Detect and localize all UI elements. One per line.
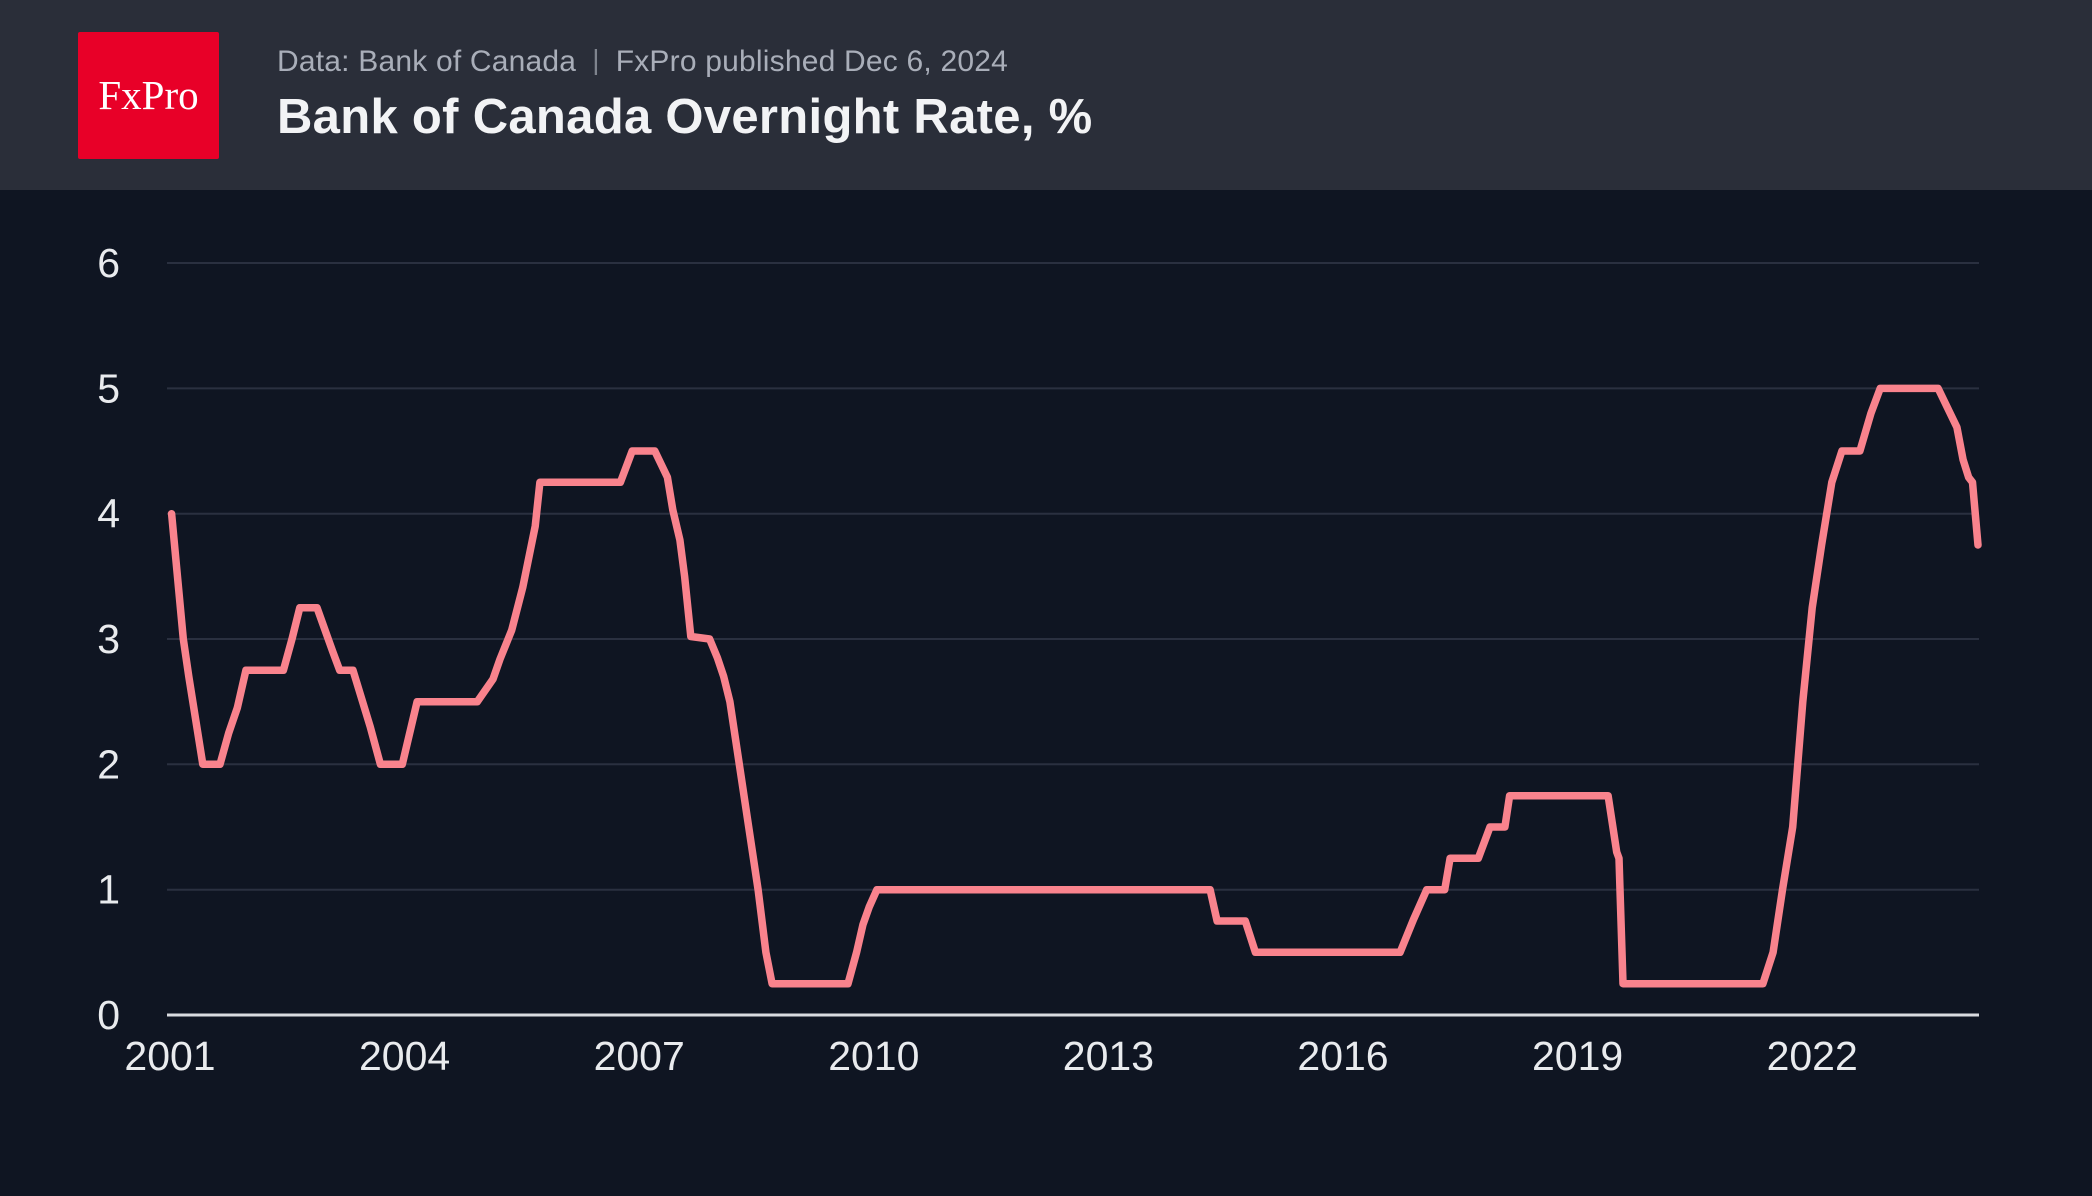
y-tick-label-0: 0 [97, 992, 120, 1038]
chart-title: Bank of Canada Overnight Rate, % [277, 90, 1093, 144]
header-bar: FxPro Data: Bank of Canada | FxPro publish… [0, 0, 2092, 190]
source-caption: Data: Bank of Canada | FxPro published Dec… [277, 44, 1093, 79]
caption-separator: | [592, 44, 600, 75]
x-tick-label-2001: 2001 [124, 1033, 215, 1079]
y-tick-label-5: 5 [97, 365, 120, 411]
x-tick-label-2019: 2019 [1532, 1033, 1623, 1079]
header-text-block: Data: Bank of Canada | FxPro published Dec… [277, 44, 1093, 145]
x-tick-label-2010: 2010 [828, 1033, 919, 1079]
x-tick-label-2016: 2016 [1297, 1033, 1388, 1079]
y-tick-label-6: 6 [97, 240, 120, 286]
y-tick-label-1: 1 [97, 867, 120, 913]
y-tick-label-4: 4 [97, 491, 120, 537]
x-tick-label-2013: 2013 [1063, 1033, 1154, 1079]
x-tick-label-2004: 2004 [359, 1033, 450, 1079]
x-tick-label-2022: 2022 [1767, 1033, 1858, 1079]
source-caption-data: Data: Bank of Canada [277, 45, 577, 78]
x-tick-label-2007: 2007 [594, 1033, 685, 1079]
fxpro-logo: FxPro [78, 31, 219, 159]
x-axis-labels: 2001 2004 2007 2010 2013 2016 2019 2022 [124, 1033, 1857, 1079]
y-tick-label-3: 3 [97, 616, 120, 662]
y-tick-label-2: 2 [97, 741, 120, 787]
source-caption-published: FxPro published Dec 6, 2024 [615, 45, 1008, 78]
y-axis-labels: 0 1 2 3 4 5 6 [97, 240, 120, 1038]
rate-line-series [167, 384, 1982, 988]
gridlines [167, 262, 1979, 1017]
fxpro-logo-text: FxPro [98, 72, 199, 118]
